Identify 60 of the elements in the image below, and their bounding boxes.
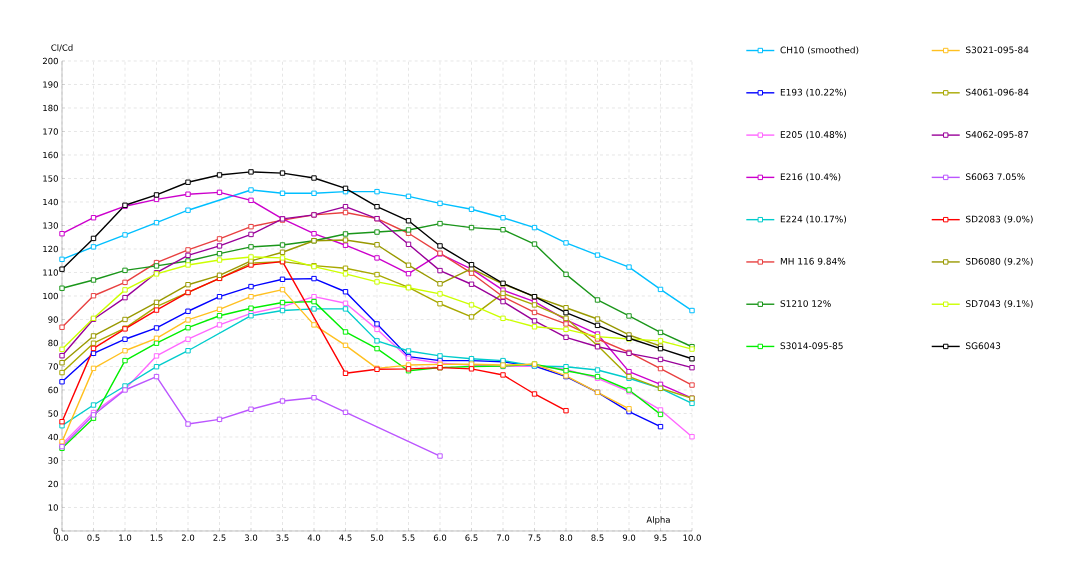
x-tick-label: 5.0 [370,534,384,541]
x-tick-label: 9.5 [654,534,667,541]
y-tick-label: 70 [48,363,58,370]
y-tick-label: 120 [43,245,58,253]
legend-label: E193 (10.22%) [780,88,847,97]
legend-label: E216 (10.4%) [780,173,841,182]
y-tick-label: 190 [43,81,58,88]
legend-label: S4062-095-87 [966,131,1029,138]
x-tick-label: 8.5 [591,534,604,541]
x-tick-label: 6.0 [433,534,447,541]
y-tick-label: 60 [48,386,58,394]
y-tick-label: 20 [48,480,58,488]
y-tick-label: 0 [53,527,58,535]
x-tick-label: 1.0 [119,534,132,541]
y-tick-label: 150 [43,175,58,182]
legend-label: S4061-096-84 [966,88,1029,96]
x-tick-label: 7.0 [496,534,510,541]
legend-label: E205 (10.48%) [780,130,847,139]
legend-label: CH10 (smoothed) [780,46,859,55]
legend-label: S3014-095-85 [780,342,843,350]
legend-label: S6063 7.05% [966,173,1025,181]
y-tick-label: 200 [42,57,58,65]
x-tick-label: 6.5 [465,534,478,541]
x-tick-label: 7.5 [528,534,541,541]
y-axis-title: Cl/Cd [51,44,73,52]
x-tick-label: 1.5 [150,534,163,541]
y-tick-label: 140 [43,198,58,206]
legend-label: SD6080 (9.2%) [966,257,1033,266]
legend-label: E224 (10.17%) [780,215,847,224]
y-tick-label: 90 [48,316,58,323]
legend-label: SD7043 (9.1%) [966,300,1033,309]
x-tick-label: 3.5 [276,534,289,541]
x-tick-label: 10.0 [683,534,701,541]
x-tick-label: 8.0 [559,534,573,541]
x-tick-label: 9.0 [622,534,636,541]
x-tick-label: 3.0 [244,534,258,541]
legend-label: SD2083 (9.0%) [966,215,1033,224]
y-tick-label: 30 [48,457,58,464]
y-tick-label: 50 [48,410,58,417]
x-tick-label: 4.0 [307,534,321,541]
x-tick-label: 0.5 [87,534,100,541]
y-tick-label: 160 [43,151,58,159]
legend-label: SG6043 [966,342,1001,350]
y-tick-label: 130 [43,222,58,229]
x-tick-label: 2.5 [213,534,226,541]
y-tick-label: 170 [43,128,58,135]
x-tick-label: 5.5 [402,534,415,541]
legend-label: S1210 12% [780,300,831,307]
y-tick-label: 10 [48,504,58,511]
x-tick-label: 4.5 [339,534,352,541]
y-tick-label: 40 [48,433,58,441]
legend-label: S3021-095-84 [966,46,1029,54]
x-tick-label: 2.0 [181,534,195,541]
x-axis-title: Alpha [646,516,670,525]
y-tick-label: 180 [43,104,58,112]
y-tick-label: 80 [48,339,58,347]
x-tick-label: 0.0 [55,534,69,541]
y-tick-label: 100 [43,292,58,300]
y-tick-label: 110 [43,269,58,276]
legend-label: MH 116 9.84% [780,257,846,265]
